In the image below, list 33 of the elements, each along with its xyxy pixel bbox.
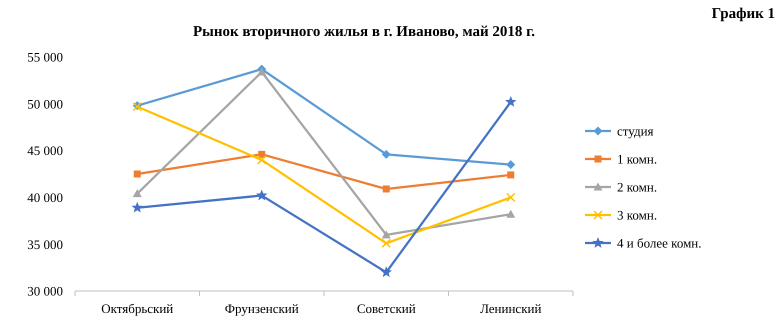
legend-label: 1 комн. (617, 152, 658, 167)
point (506, 160, 516, 170)
y-tick-label: 35 000 (27, 236, 63, 252)
point (505, 96, 516, 107)
x-tick-label: Ленинский (480, 301, 542, 316)
y-tick-label: 45 000 (27, 143, 63, 158)
point (134, 170, 141, 178)
point (382, 185, 390, 192)
y-tick-label: 55 000 (27, 50, 63, 65)
legend-label: 4 и более комн. (617, 236, 702, 251)
legend-label: 2 комн. (617, 180, 658, 195)
x-tick-label: Фрунзенский (224, 301, 299, 316)
legend-label: 3 комн. (617, 208, 658, 223)
point (382, 230, 391, 238)
point (132, 189, 142, 198)
point (382, 238, 391, 248)
point (506, 210, 516, 218)
point (507, 171, 514, 178)
point (257, 67, 266, 76)
y-tick-label: 40 000 (27, 190, 63, 205)
x-tick-label: Советский (356, 301, 416, 316)
chart-title: Рынок вторичного жилья в г. Иваново, май 2018 г. (193, 24, 536, 40)
y-tick-label: 50 000 (27, 96, 63, 112)
point (257, 155, 266, 165)
point (256, 190, 268, 200)
legend-label: студия (617, 124, 654, 139)
text: График 1 (712, 6, 775, 22)
point (506, 192, 516, 202)
point (132, 202, 143, 213)
x-tick-label: Октябрьский (101, 301, 174, 316)
point (382, 150, 391, 159)
point (380, 266, 392, 278)
y-tick-label: 30 000 (27, 284, 63, 299)
